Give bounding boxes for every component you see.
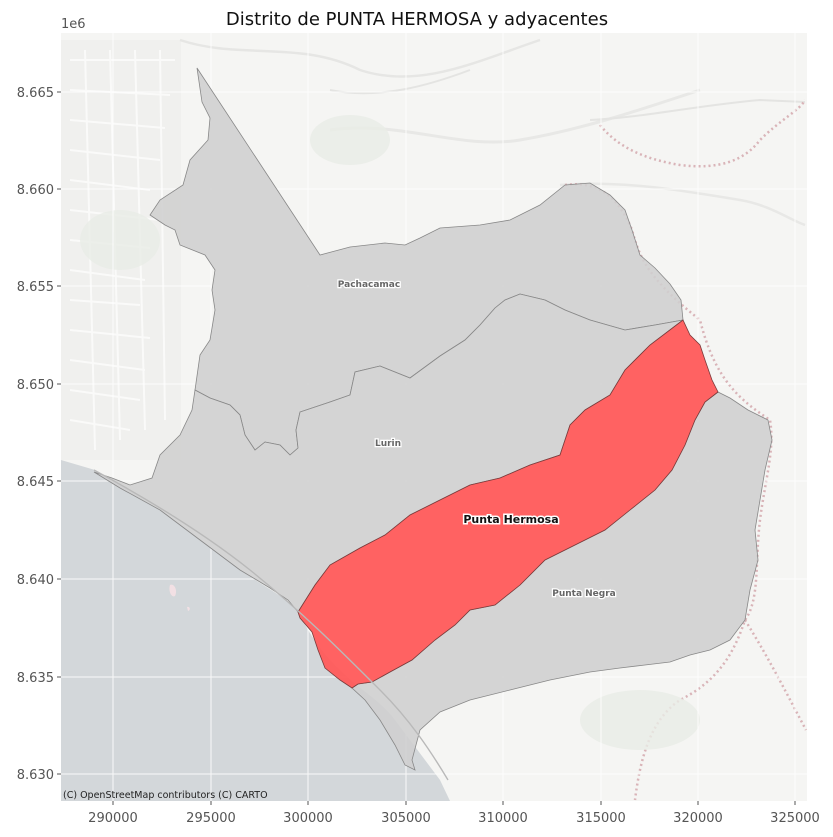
- basemap-roads: [179, 38, 806, 227]
- x-tick-label: 295000: [186, 811, 236, 826]
- y-tick-label: 8.655: [17, 280, 54, 295]
- y-tick-label: 8.635: [17, 671, 54, 686]
- vegetation: [80, 115, 700, 750]
- y-tick-label: 8.640: [17, 573, 54, 588]
- sea: [61, 460, 450, 801]
- x-tick-label: 325000: [770, 811, 820, 826]
- y-offset-label: 1e6: [61, 17, 86, 32]
- x-tick-label: 300000: [283, 811, 333, 826]
- map-axes: Pachacamac Lurin Punta Hermosa Punta Neg…: [61, 33, 808, 801]
- x-tick-label: 320000: [673, 811, 723, 826]
- label-punta-negra: Punta Negra: [552, 589, 616, 599]
- map-title: Distrito de PUNTA HERMOSA y adyacentes: [226, 9, 608, 30]
- x-tick-label: 315000: [576, 811, 626, 826]
- y-tick-label: 8.660: [17, 183, 54, 198]
- coastal-highway: [93, 469, 449, 781]
- basemap-attribution: (C) OpenStreetMap contributors (C) CARTO: [63, 790, 268, 801]
- y-tick-label: 8.665: [17, 86, 54, 101]
- label-pachacamac: Pachacamac: [338, 280, 400, 290]
- x-tick-label: 290000: [88, 811, 138, 826]
- label-punta-hermosa: Punta Hermosa: [463, 513, 558, 526]
- x-tick-label: 305000: [381, 811, 431, 826]
- island: [169, 584, 177, 597]
- x-axis: 290000 295000 300000 305000 310000 31500…: [88, 801, 820, 826]
- x-tick-label: 310000: [478, 811, 528, 826]
- y-tick-label: 8.650: [17, 378, 54, 393]
- label-lurin: Lurin: [375, 439, 401, 449]
- district-punta-hermosa[interactable]: [297, 319, 719, 689]
- islet: [187, 606, 190, 611]
- y-axis: 8.665 8.660 8.655 8.650 8.645 8.640 8.63…: [17, 86, 61, 783]
- y-tick-label: 8.630: [17, 768, 54, 783]
- y-tick-label: 8.645: [17, 475, 54, 490]
